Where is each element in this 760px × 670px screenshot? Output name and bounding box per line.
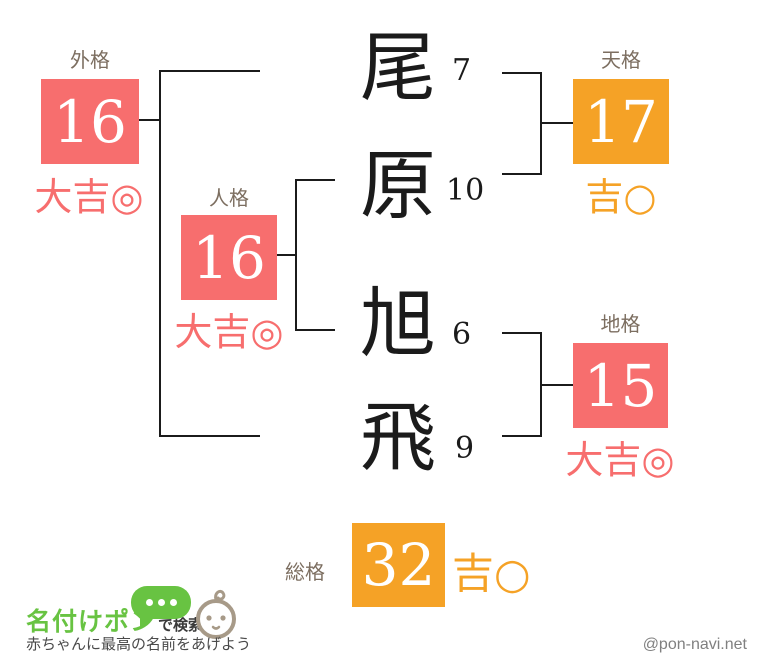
tenkaku-label: 天格	[601, 50, 641, 72]
soukaku-value: 32	[361, 531, 436, 599]
tenkaku-value: 17	[584, 87, 658, 156]
jinkaku-label: 人格	[209, 188, 249, 210]
tenkaku-result: 吉○	[585, 175, 657, 219]
bubble-dot	[145, 599, 153, 606]
speech-bubble-icon	[131, 586, 191, 629]
jinkaku-top-line	[295, 179, 335, 181]
jinkaku-vertical-line	[295, 179, 297, 331]
baby-face-icon	[191, 588, 241, 645]
jinkaku-value: 16	[192, 223, 266, 292]
chikaku-top-line	[502, 332, 542, 334]
soukaku-label: 総格	[285, 562, 325, 584]
gaikaku-value-box: 16	[41, 79, 139, 164]
gaikaku-connector-line	[139, 119, 160, 121]
bubble-dot	[169, 599, 177, 606]
gaikaku-vertical-line	[159, 70, 161, 437]
jinkaku-bottom-line	[295, 329, 335, 331]
jinkaku-connector-line	[277, 254, 297, 256]
tenkaku-bottom-line	[502, 173, 542, 175]
gaikaku-label: 外格	[70, 50, 110, 72]
tenkaku-vertical-line	[540, 72, 542, 175]
gaikaku-value: 16	[53, 87, 127, 156]
name-char-2: 原	[360, 141, 436, 230]
name-char-1: 尾	[360, 23, 436, 112]
gaikaku-result: 大吉◎	[34, 175, 144, 219]
tenkaku-top-line	[502, 72, 542, 74]
tenkaku-value-box: 17	[573, 79, 669, 164]
brand-search-line: 名付けポン で検索	[26, 602, 203, 638]
chikaku-connector-line	[542, 384, 573, 386]
brand-tagline: 赤ちゃんに最高の名前をあげよう	[26, 636, 252, 653]
soukaku-value-box: 32	[352, 523, 445, 607]
chikaku-bottom-line	[502, 435, 542, 437]
chikaku-value: 15	[583, 351, 658, 420]
site-credit: @pon-navi.net	[642, 636, 747, 653]
bubble-dot	[157, 599, 165, 606]
tenkaku-connector-line	[542, 122, 573, 124]
stroke-count-3: 6	[452, 317, 472, 352]
gaikaku-bottom-line	[159, 435, 260, 437]
soukaku-result: 吉○	[452, 549, 531, 598]
name-char-4: 飛	[360, 393, 436, 482]
chikaku-result: 大吉◎	[565, 438, 675, 482]
chikaku-value-box: 15	[573, 343, 668, 428]
stroke-count-1: 7	[452, 53, 472, 88]
jinkaku-result: 大吉◎	[174, 310, 284, 354]
gaikaku-top-line	[159, 70, 260, 72]
stroke-count-4: 9	[455, 431, 475, 466]
stroke-count-2: 10	[446, 173, 485, 208]
name-char-3: 旭	[360, 279, 436, 368]
jinkaku-value-box: 16	[181, 215, 277, 300]
brand-suffix: で検索	[158, 617, 204, 634]
chikaku-vertical-line	[540, 332, 542, 437]
chikaku-label: 地格	[600, 314, 641, 336]
